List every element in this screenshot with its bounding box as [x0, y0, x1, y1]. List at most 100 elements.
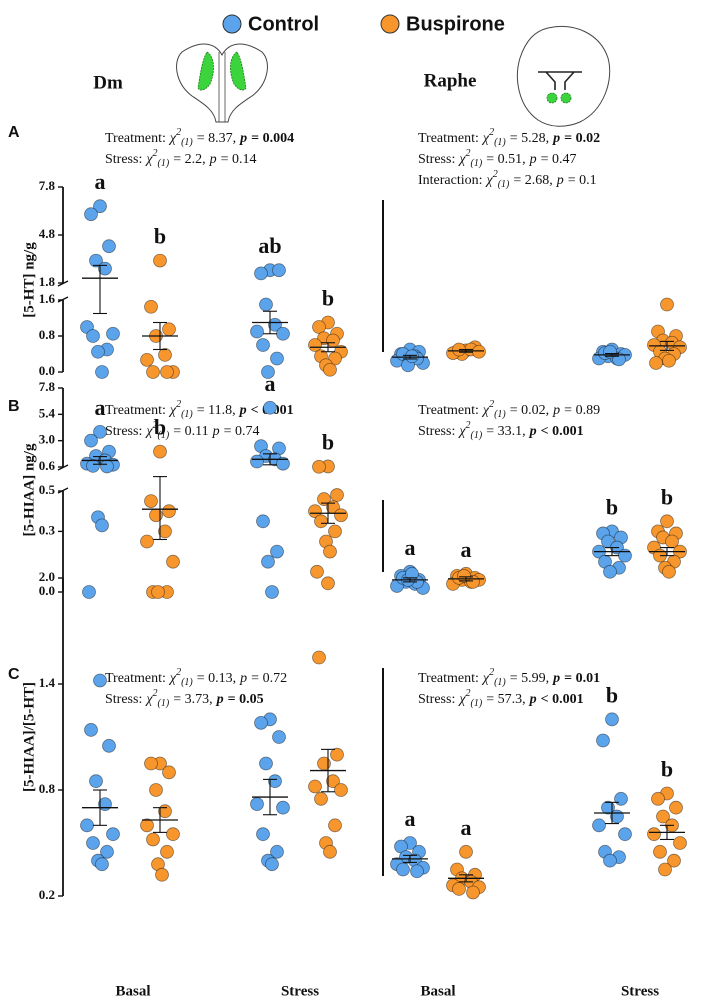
stat-sup: 2 [176, 127, 181, 138]
stat-sup: 2 [176, 667, 181, 678]
data-point [93, 424, 107, 439]
stat-label: Treatment: [105, 671, 166, 686]
panel-label: A [8, 124, 20, 141]
data-point [259, 297, 273, 312]
data-point [261, 365, 275, 379]
data-point [596, 733, 610, 748]
data-point [308, 504, 322, 519]
stat-line: Stress: χ2(1) = 3.73, p = 0.05 [105, 688, 264, 709]
data-point [91, 344, 105, 359]
stat-symbol: χ [457, 424, 466, 439]
data-point [158, 524, 172, 539]
data-point [312, 320, 326, 334]
significance-letter: a [405, 806, 416, 831]
stat-sup: 2 [153, 420, 158, 431]
stat-sub: (1) [494, 137, 506, 148]
data-point [334, 783, 348, 797]
region-label: Dm [93, 72, 123, 93]
data-point [155, 867, 169, 882]
data-point [647, 827, 661, 842]
data-point [149, 783, 163, 797]
stat-symbol: χ [457, 152, 466, 167]
stat-sub: (1) [158, 698, 170, 709]
stat-value: = 0.51, [486, 152, 525, 167]
stat-value: = 8.37, [197, 131, 236, 146]
data-point [660, 514, 674, 529]
data-point [144, 494, 158, 509]
data-point [312, 650, 326, 665]
y-tick-label: 0.5 [39, 482, 56, 497]
stat-symbol: χ [168, 403, 177, 418]
data-point [330, 488, 344, 502]
x-tick-label: Stress [621, 983, 659, 999]
stat-symbol: χ [144, 424, 153, 439]
legend-label: Buspirone [406, 13, 505, 35]
data-point [466, 885, 480, 900]
stat-line: Treatment: χ2(1) = 0.13, p = 0.72 [105, 667, 287, 688]
data-point [270, 844, 284, 859]
data-point [254, 715, 268, 730]
significance-letter: a [461, 815, 472, 840]
data-point [84, 207, 98, 222]
data-point [261, 554, 275, 569]
stat-sup: 2 [493, 169, 498, 180]
data-point [326, 774, 340, 789]
legend-marker [380, 14, 400, 34]
data-point [86, 329, 100, 343]
stat-label: Interaction: [418, 173, 483, 188]
data-point [662, 564, 676, 579]
stat-value: = 2.2, [173, 152, 205, 167]
stat-label: Treatment: [418, 403, 479, 418]
data-point [272, 730, 286, 744]
y-tick-label: 0.8 [39, 327, 56, 342]
data-point [459, 844, 473, 859]
stat-sub: (1) [181, 677, 193, 688]
data-point [614, 791, 628, 806]
data-point [396, 862, 410, 877]
significance-letter: b [606, 494, 618, 519]
data-point [95, 518, 109, 533]
data-point [140, 352, 154, 367]
data-point [314, 791, 328, 806]
y-axis-label: [5-HT] ng/g [21, 242, 37, 318]
data-point [276, 456, 290, 471]
stat-label: Treatment: [418, 131, 479, 146]
data-point [669, 800, 683, 815]
data-point [272, 263, 286, 278]
y-tick-label: 2.0 [39, 569, 55, 584]
stat-p-value: = 0.89 [564, 403, 600, 418]
data-point [328, 818, 342, 833]
stat-value: = 3.73, [173, 692, 212, 707]
data-point [649, 356, 663, 370]
stat-line: Treatment: χ2(1) = 11.8, p < 0.001 [105, 399, 294, 420]
data-point [93, 673, 107, 688]
stat-p-value: = 0.74 [224, 424, 260, 439]
stat-sup: 2 [489, 399, 494, 410]
data-point [166, 554, 180, 569]
data-point [256, 827, 270, 842]
data-point [100, 459, 114, 474]
stat-symbol: χ [481, 403, 490, 418]
stat-p-value: = 0.47 [541, 152, 577, 167]
data-point [270, 544, 284, 559]
y-tick-label: 1.8 [39, 274, 56, 289]
stat-line: Treatment: χ2(1) = 0.02, p = 0.89 [418, 399, 600, 420]
data-point [250, 797, 264, 812]
stat-p: p [212, 424, 220, 439]
stat-symbol: χ [144, 152, 153, 167]
data-point [263, 400, 277, 415]
significance-letter: b [661, 484, 673, 509]
data-point [250, 324, 264, 339]
stat-label: Stress: [105, 692, 142, 707]
data-point [667, 853, 681, 868]
data-point [268, 774, 282, 789]
stat-line: Stress: χ2(1) = 33.1, p < 0.001 [418, 420, 584, 441]
y-tick-label: 1.6 [39, 291, 56, 306]
data-point [84, 723, 98, 737]
stat-line: Treatment: χ2(1) = 5.99, p = 0.01 [418, 667, 600, 688]
data-point [166, 827, 180, 842]
axis-break [57, 487, 69, 494]
data-point [95, 857, 109, 872]
data-point [618, 827, 632, 842]
data-point [146, 832, 160, 847]
